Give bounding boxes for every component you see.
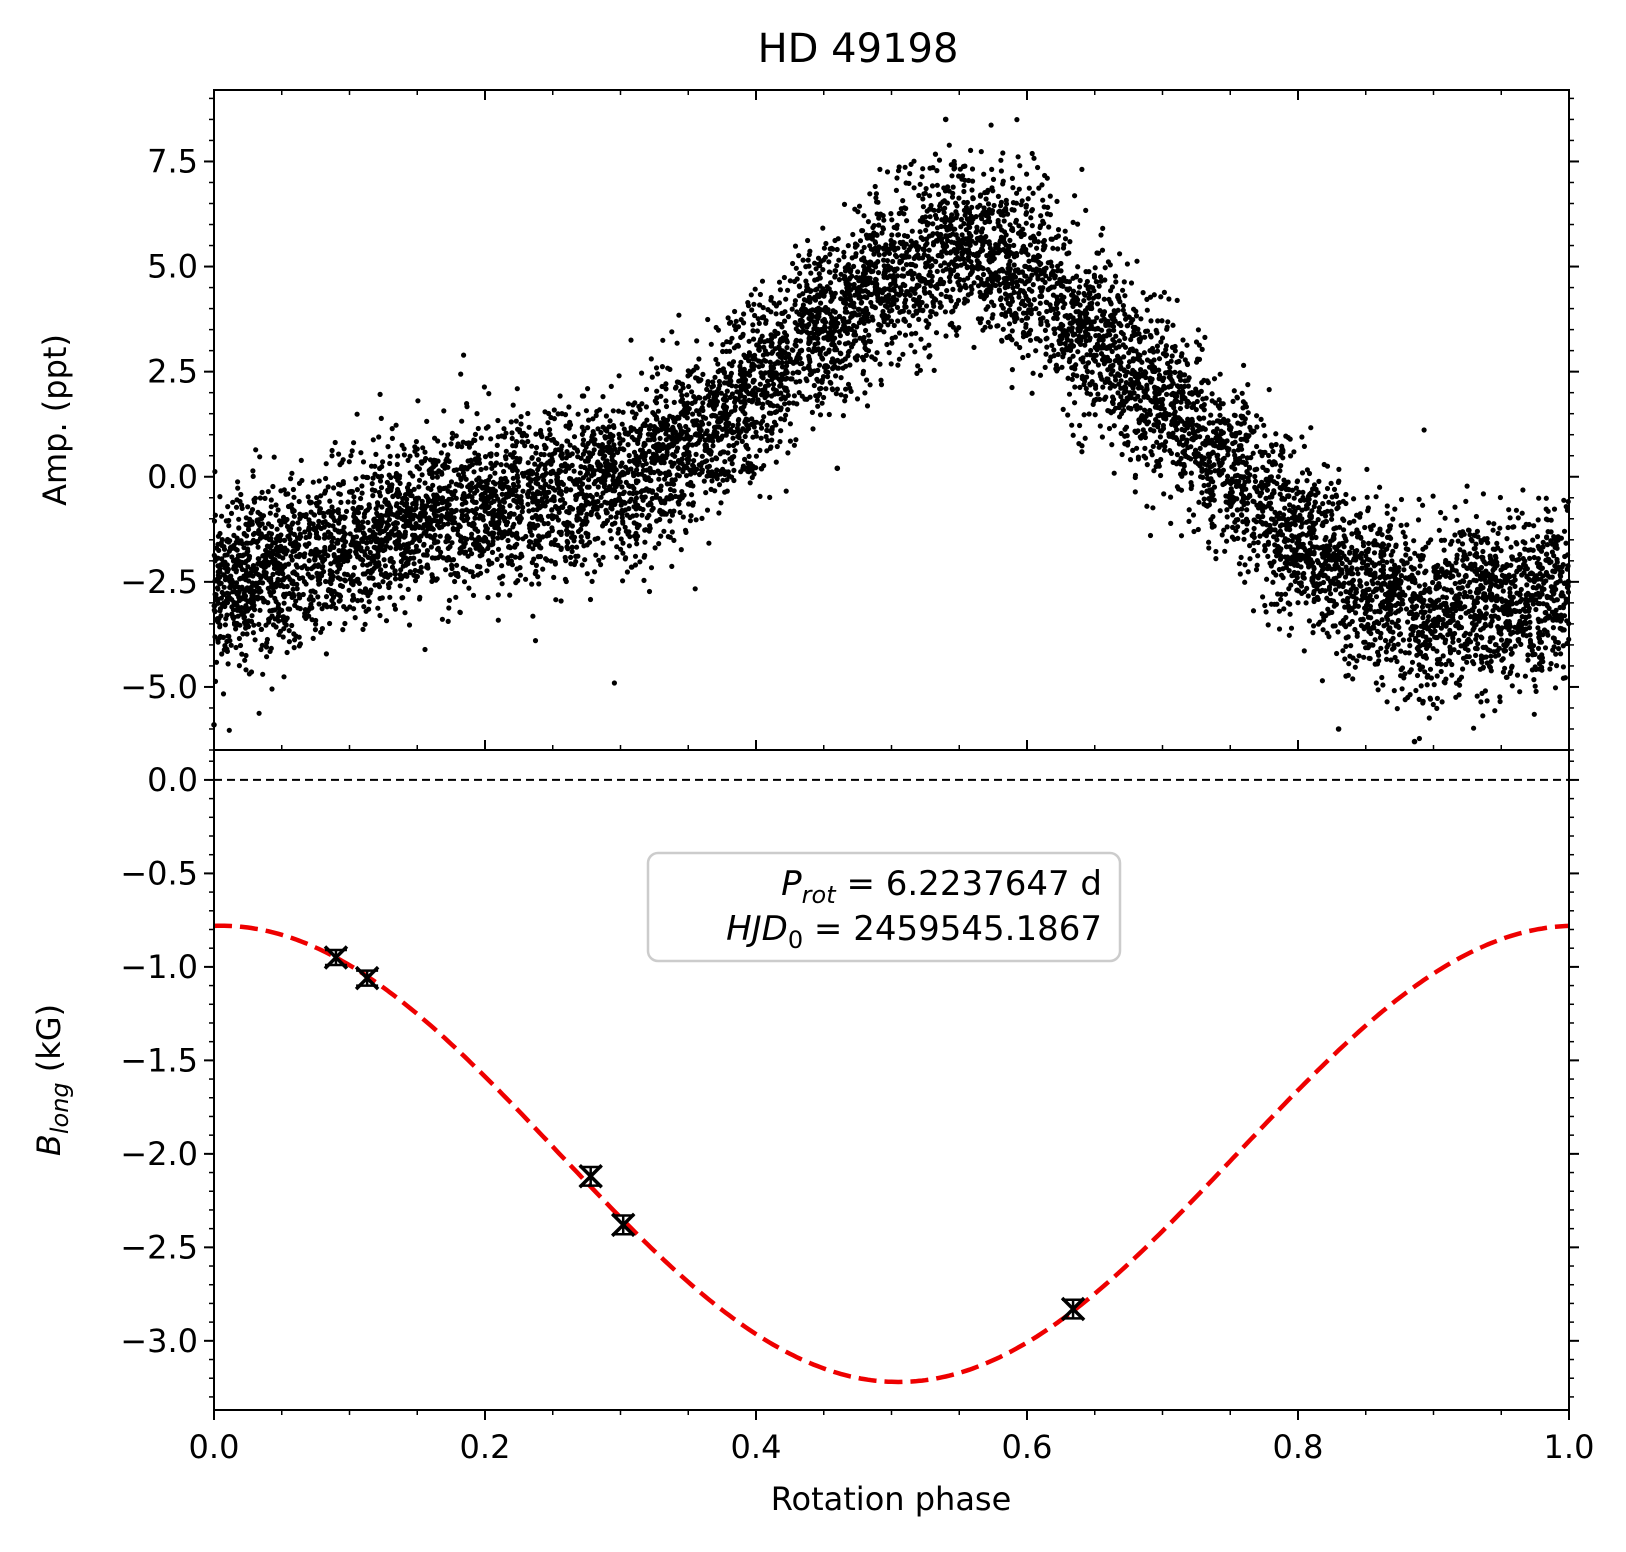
annotation-box-frame xyxy=(646,851,1122,963)
x-tick-label: 0.2 xyxy=(460,1428,511,1466)
bottom-y-tick-label: −2.5 xyxy=(120,1228,198,1266)
bottom-y-axis-label-unit: (kG) xyxy=(30,1004,68,1082)
amplitude-point-cloud xyxy=(211,116,1572,745)
annotation-box: Prot = 6.2237647 d HJD0 = 2459545.1867 xyxy=(646,851,1122,963)
top-y-tick-label: 5.0 xyxy=(147,248,198,286)
blong-measurements xyxy=(323,945,1086,1322)
top-y-tick-label: 0.0 xyxy=(147,458,198,496)
blong-measurement xyxy=(354,965,380,991)
blong-measurement xyxy=(578,1164,603,1189)
bottom-y-tick-label: −1.0 xyxy=(120,948,198,986)
x-marker-stroke-b xyxy=(354,965,380,991)
top-panel: −5.0 −2.5 0.0 2.5 5.0 7.5 Amp. (ppt) xyxy=(36,89,1579,751)
bottom-y-tick-label: −2.0 xyxy=(120,1135,198,1173)
x-tick-label: 0.8 xyxy=(1273,1428,1324,1466)
x-tick-label: 0.4 xyxy=(731,1428,782,1466)
x-axis-label: Rotation phase xyxy=(771,1480,1012,1518)
annotation-period: Prot = 6.2237647 d xyxy=(781,864,1102,909)
top-y-tick-label: −2.5 xyxy=(120,563,198,601)
bottom-y-tick-label: −3.0 xyxy=(120,1322,198,1360)
bottom-y-tick-label: −1.5 xyxy=(120,1041,198,1079)
x-marker-stroke-b xyxy=(578,1164,603,1189)
annotation-epoch-sub: 0 xyxy=(788,926,803,954)
top-y-axis-label: Amp. (ppt) xyxy=(36,334,74,506)
blong-measurement xyxy=(610,1212,636,1238)
fit-curve xyxy=(213,923,1570,1385)
bottom-panel: 0.0 −0.5 −1.0 −1.5 −2.0 −2.5 −3.0 0.0 0.2 0.4 0.6… xyxy=(30,749,1595,1518)
x-tick-label: 1.0 xyxy=(1544,1428,1595,1466)
annotation-period-value: = 6.2237647 d xyxy=(836,864,1102,904)
bottom-y-axis-label-main: B xyxy=(30,1134,68,1156)
annotation-epoch: HJD0 = 2459545.1867 xyxy=(726,909,1102,954)
x-marker-stroke-b xyxy=(323,945,349,970)
chart-title: HD 49198 xyxy=(758,26,959,72)
bottom-y-tick-label: −0.5 xyxy=(120,854,198,892)
bottom-y-tick-label: 0.0 xyxy=(147,761,198,799)
top-y-tick-label: 7.5 xyxy=(147,142,198,180)
annotation-period-sub: rot xyxy=(802,881,838,909)
bottom-axes-frame xyxy=(213,749,1570,1411)
x-tick-label: 0.0 xyxy=(189,1428,240,1466)
annotation-epoch-var: HJD xyxy=(726,909,788,949)
amplitude-points xyxy=(211,116,1572,745)
top-y-tick-label: −5.0 xyxy=(120,668,198,706)
x-tick-label: 0.6 xyxy=(1002,1428,1053,1466)
annotation-period-var: P xyxy=(781,864,802,904)
x-marker-stroke-b xyxy=(610,1212,636,1238)
annotation-epoch-value: = 2459545.1867 xyxy=(803,909,1102,949)
top-y-tick-label: 2.5 xyxy=(147,353,198,391)
bottom-y-axis-label: Blong (kG) xyxy=(30,1004,74,1156)
blong-measurement xyxy=(323,945,349,970)
bottom-y-axis-label-sub: long xyxy=(46,1082,74,1134)
bottom-x-ticks: 0.0 0.2 0.4 0.6 0.8 1.0 xyxy=(189,1410,1595,1466)
blong-measurement xyxy=(1060,1296,1086,1322)
x-marker-stroke-b xyxy=(1060,1296,1086,1322)
top-y-ticks: −5.0 −2.5 0.0 2.5 5.0 7.5 xyxy=(120,97,1579,751)
